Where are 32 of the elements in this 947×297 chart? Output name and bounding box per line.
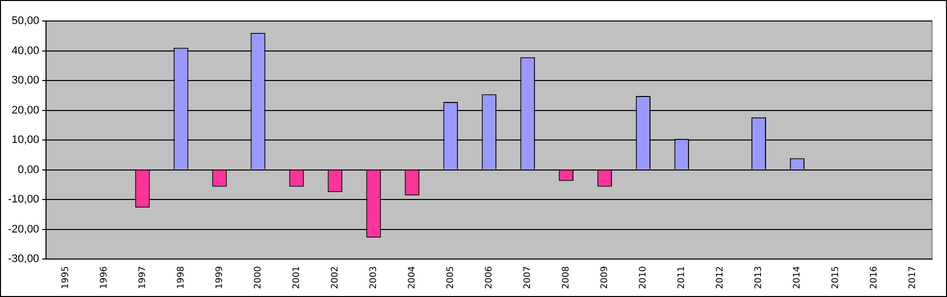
x-tick-label: 2001 bbox=[292, 266, 302, 289]
x-tick-label: 1998 bbox=[176, 266, 186, 289]
x-tick-label: 2003 bbox=[368, 266, 379, 289]
y-tick-label: -30,00 bbox=[8, 253, 40, 266]
x-tick-label: 2016 bbox=[870, 266, 880, 289]
x-tick-label: 2007 bbox=[522, 266, 533, 289]
x-tick-label: 2006 bbox=[484, 266, 494, 289]
y-tick-label: 50,00 bbox=[12, 15, 40, 28]
x-tick-label: 2010 bbox=[638, 266, 648, 289]
x-tick-label: 1995 bbox=[60, 266, 71, 289]
x-tick-label: 2000 bbox=[253, 266, 264, 289]
x-tick-label: 2002 bbox=[330, 266, 340, 289]
x-tick-label: 2014 bbox=[792, 266, 803, 289]
y-tick-label: 10,00 bbox=[12, 134, 40, 146]
x-tick-label: 2005 bbox=[446, 266, 456, 289]
x-tick-label: 2004 bbox=[407, 266, 418, 289]
x-tick-label: 2011 bbox=[677, 266, 688, 289]
y-tick-label: 20,00 bbox=[12, 104, 40, 116]
x-tick-label: 1999 bbox=[214, 266, 225, 289]
x-tick-label: 2015 bbox=[831, 266, 842, 289]
y-tick-label: -10,00 bbox=[8, 194, 40, 206]
x-tick-label: 2009 bbox=[600, 266, 610, 289]
y-tick-label: 40,00 bbox=[12, 44, 40, 57]
x-tick-label: 2012 bbox=[716, 266, 726, 289]
x-tick-label: 1997 bbox=[138, 266, 148, 289]
x-tick-label: 2017 bbox=[908, 266, 918, 289]
y-tick-label: 30,00 bbox=[12, 74, 40, 87]
x-tick-label: 2008 bbox=[561, 266, 572, 289]
y-tick-label: 0,00 bbox=[18, 164, 40, 176]
x-tick-label: 2013 bbox=[754, 266, 764, 289]
y-tick-label: -20,00 bbox=[8, 223, 40, 236]
x-tick-label: 1996 bbox=[99, 266, 110, 289]
